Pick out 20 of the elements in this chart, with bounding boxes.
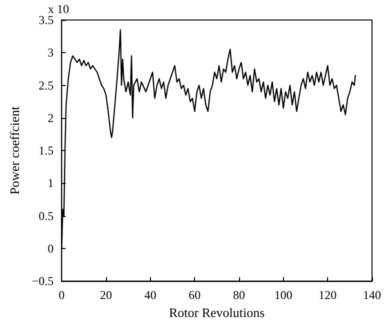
y-tick-label: 1 [48, 176, 54, 190]
y-tick-label: 2 [48, 110, 54, 125]
x-tick-label: 100 [274, 288, 292, 302]
y-tick-label: 2.5 [38, 78, 54, 92]
y-tick-label: 0 [48, 241, 54, 256]
y-tick-label: 3 [48, 46, 54, 60]
y-tick-label: 1.5 [38, 144, 54, 158]
x-tick-label: 20 [100, 288, 112, 302]
x-tick-label: 120 [318, 288, 337, 302]
y-tick-label: −0.5 [32, 274, 54, 288]
y-axis-title: Power coeffcient [7, 106, 22, 195]
x-tick-label: 40 [144, 288, 156, 302]
x-axis-title: Rotor Revolutions [168, 305, 265, 320]
x-tick-label: 0 [58, 288, 65, 302]
y-tick-label: 0.5 [38, 208, 54, 223]
text: x 10 [48, 2, 69, 16]
x-tick-label: 140 [363, 288, 381, 302]
x-tick-label: 60 [188, 288, 201, 302]
y-tick-label: 3.5 [38, 13, 54, 27]
x-tick-label: 80 [233, 288, 245, 302]
